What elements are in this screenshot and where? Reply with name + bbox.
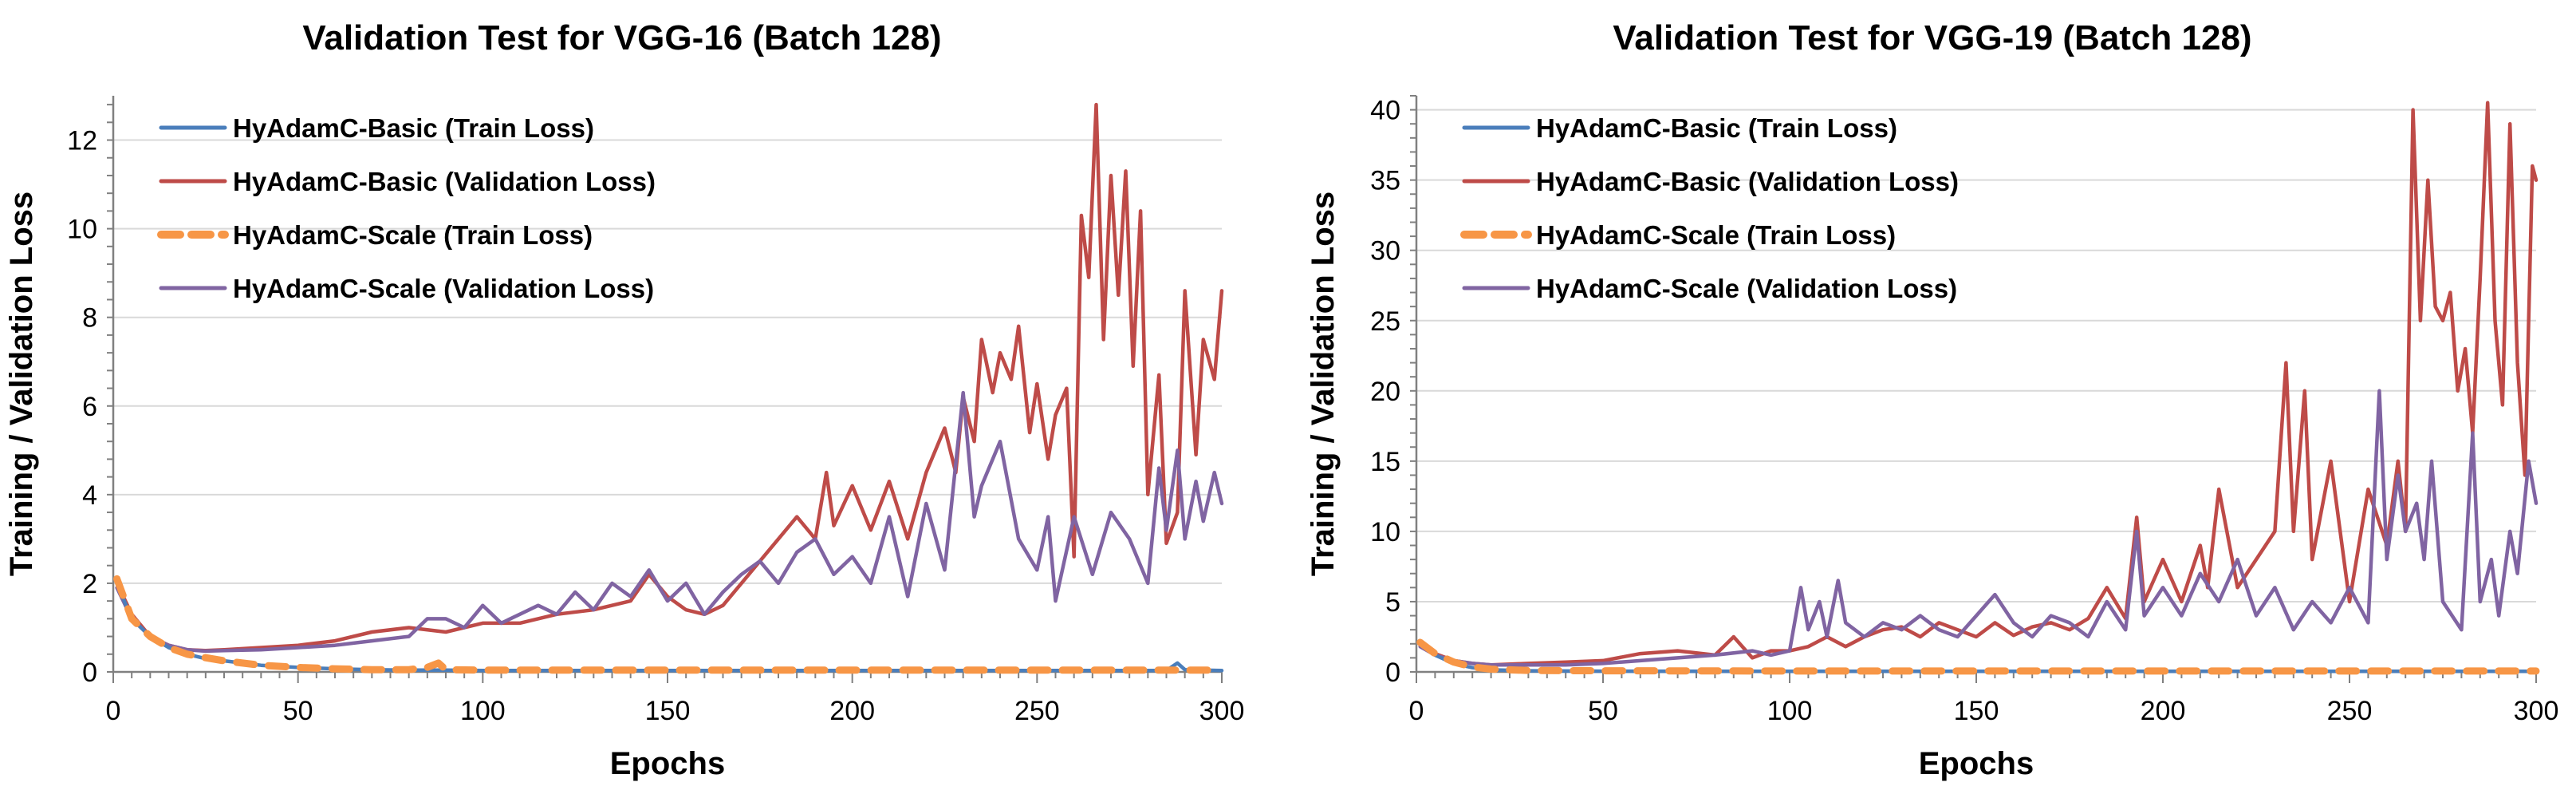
x-axis-label: Epochs [1919,746,2034,781]
legend-label: HyAdamC-Basic (Validation Loss) [233,167,656,196]
legend: HyAdamC-Basic (Train Loss) HyAdamC-Basic … [1460,113,1959,303]
y-tick-label: 10 [1370,517,1400,547]
series-line-2 [113,575,1226,674]
y-tick-label: 35 [1370,166,1400,196]
y-tick-label: 40 [1370,96,1400,126]
legend-label: HyAdamC-Scale (Validation Loss) [233,274,654,303]
x-tick-label: 50 [1588,696,1618,726]
y-tick-label: 6 [82,392,97,422]
x-tick-label: 0 [106,696,121,726]
y-tick-label: 15 [1370,447,1400,477]
x-tick-label: 0 [1409,696,1424,726]
legend-label: HyAdamC-Basic (Validation Loss) [1536,167,1959,196]
y-tick-label: 0 [82,658,97,688]
legend-label: HyAdamC-Scale (Train Loss) [1536,220,1896,250]
y-tick-label: 10 [67,215,97,245]
legend-label: HyAdamC-Basic (Train Loss) [1536,113,1897,143]
x-tick-label: 250 [1014,696,1060,726]
chart-title: Validation Test for VGG-16 (Batch 128) [302,18,941,57]
y-tick-label: 4 [82,480,97,511]
series-line-3 [1418,389,2539,667]
x-tick-label: 200 [2141,696,2186,726]
y-tick-label: 2 [82,569,97,599]
x-tick-label: 100 [1767,696,1813,726]
x-tick-label: 100 [460,696,506,726]
y-tick-label: 0 [1385,658,1400,688]
y-tick-label: 5 [1385,587,1400,618]
legend-label: HyAdamC-Scale (Validation Loss) [1536,274,1957,303]
vgg16-chart: Validation Test for VGG-16 (Batch 128) 0 2… [4,18,1244,781]
series-line-2 [1416,638,2540,675]
y-tick-label: 30 [1370,236,1400,267]
chart-title: Validation Test for VGG-19 (Batch 128) [1613,18,2251,57]
y-tick-label: 8 [82,303,97,334]
x-tick-label: 250 [2327,696,2373,726]
legend: HyAdamC-Basic (Train Loss) HyAdamC-Basic … [157,113,656,303]
series-line-3 [115,390,1224,654]
y-axis-label: Training / Validation Loss [1306,192,1341,576]
x-tick-label: 300 [1199,696,1245,726]
x-tick-label: 150 [645,696,691,726]
x-tick-label: 150 [1954,696,1999,726]
x-tick-label: 300 [2514,696,2559,726]
x-tick-label: 200 [829,696,875,726]
y-axis-label: Training / Validation Loss [4,192,39,576]
y-tick-label: 20 [1370,377,1400,407]
vgg19-chart: Validation Test for VGG-19 (Batch 128) 0 5… [1306,18,2558,781]
legend-label: HyAdamC-Scale (Train Loss) [233,220,593,250]
y-tick-label: 25 [1370,306,1400,337]
x-axis-label: Epochs [610,746,725,781]
legend-label: HyAdamC-Basic (Train Loss) [233,113,594,143]
x-tick-label: 50 [283,696,313,726]
y-tick-label: 12 [67,126,97,156]
